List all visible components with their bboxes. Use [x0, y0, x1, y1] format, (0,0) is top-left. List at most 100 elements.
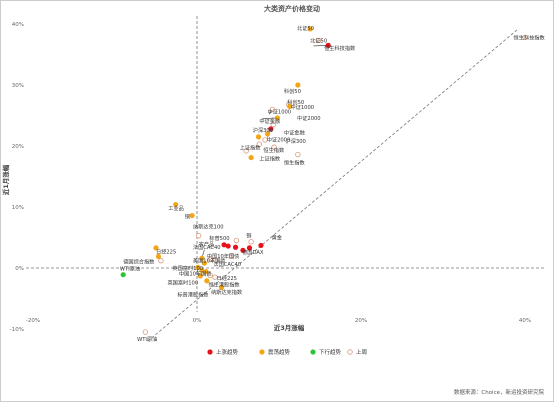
legend-marker-swing	[259, 349, 265, 355]
data-point-other	[212, 274, 218, 280]
tick-labels: -10% 0% 10% 20% 30% 40% -20% 0% 20% 40%	[10, 22, 531, 333]
data-point-down	[120, 272, 126, 278]
point-label: 铜	[185, 213, 190, 221]
data-point-other	[213, 257, 219, 263]
point-label: 纳斯达克100	[193, 222, 224, 230]
point-label: 北证50	[310, 36, 327, 44]
data-point-swing	[219, 284, 225, 291]
x-axis-label: 近3月涨幅	[274, 323, 305, 332]
legend-marker-down	[310, 349, 316, 355]
point-label: 黄金	[272, 233, 283, 241]
point-label: 德国DAX	[242, 248, 264, 256]
data-point-up	[268, 126, 274, 132]
point-label: 北证50	[297, 24, 314, 32]
data-point-up	[232, 244, 239, 250]
point-label: 中证1000	[290, 103, 314, 111]
y-axis-label: 近1月涨幅	[1, 164, 10, 195]
data-point-swing	[248, 154, 254, 161]
legend-marker-other	[347, 349, 353, 355]
data-point-swing	[197, 273, 203, 279]
legend-label-other: 上周	[356, 348, 367, 356]
data-point-other	[158, 257, 164, 264]
point-label: 纳斯达克指数	[211, 288, 243, 296]
x-tick-label: -20%	[26, 318, 40, 324]
data-point-swing	[155, 253, 162, 260]
data-point-other	[270, 121, 276, 128]
data-point-swing	[173, 201, 179, 208]
point-label: 日经225	[156, 247, 176, 255]
point-label: 标普港股指数	[177, 291, 209, 299]
point-label: 美国10年国债	[193, 257, 226, 265]
point-label: 中证金融	[284, 128, 305, 136]
point-label: 标普500	[209, 234, 229, 242]
data-point-other	[269, 106, 276, 113]
point-label: 恒生指数	[263, 146, 285, 154]
data-point-up	[325, 42, 331, 48]
diagonal-reference-line	[147, 29, 518, 342]
point-label: 恒生指数	[284, 158, 306, 166]
y-tick-label: 10%	[12, 205, 24, 211]
data-point-swing	[204, 278, 210, 284]
data-point-other	[195, 232, 202, 239]
point-label: 农产品	[199, 240, 215, 248]
data-point-other	[271, 144, 277, 150]
x-tick-label: 0%	[193, 318, 202, 324]
point-label: 科创50	[284, 87, 301, 95]
data-point-up	[221, 242, 227, 248]
data-point-other	[228, 253, 235, 259]
point-label: 法国CAC40	[193, 243, 221, 251]
data-source: 数据来源：Choice，新运投资研究院	[454, 388, 545, 396]
y-tick-label: 20%	[12, 144, 24, 150]
axis-lines	[26, 16, 545, 342]
legend-label-down: 下行趋势	[319, 348, 342, 356]
y-tick-label: 30%	[12, 83, 24, 89]
point-label: 中证2000	[267, 136, 291, 144]
data-point-other	[233, 237, 240, 244]
data-point-other	[522, 34, 528, 41]
data-point-up	[225, 243, 231, 249]
data-point-other	[142, 329, 149, 335]
point-label: 英国富时100	[172, 264, 203, 272]
data-point-swing	[295, 82, 301, 88]
data-point-swing	[274, 115, 280, 121]
data-point-other	[295, 151, 301, 158]
data-point-swing	[199, 255, 205, 261]
point-label: 中国10年国债	[179, 269, 212, 277]
chart-title: 大类资产价格变动	[264, 4, 320, 13]
data-points	[120, 26, 528, 335]
point-label: 日经225	[217, 274, 237, 282]
point-label: 中国10年国债	[207, 252, 240, 260]
point-label: WTI原油	[120, 264, 140, 272]
point-label: 英国富时100	[167, 278, 198, 286]
legend: 上涨趋势 震荡趋势 下行趋势 上周	[207, 348, 367, 356]
y-tick-label: -10%	[10, 327, 24, 333]
data-point-swing	[201, 260, 207, 266]
data-point-swing	[203, 269, 209, 275]
data-point-swing	[307, 26, 313, 32]
point-labels: 北证50北证50恒生科技指数恒生科技指数科创50科创50中证1000中证1000…	[120, 24, 546, 343]
data-point-up	[240, 247, 246, 253]
point-label: 中证金融	[259, 117, 280, 125]
point-label: 科创50	[287, 98, 304, 106]
legend-label-swing: 震荡趋势	[268, 348, 291, 356]
point-label: 上证指数	[240, 144, 262, 152]
data-point-up	[246, 245, 253, 251]
point-label: 铜	[246, 232, 251, 240]
point-label: 中证2000	[297, 114, 321, 122]
data-point-swing	[189, 212, 195, 219]
point-label: 恒生科技指数	[324, 44, 356, 52]
data-point-other	[207, 272, 213, 279]
data-point-swing	[153, 245, 159, 251]
point-label: 恒生科技指数	[514, 33, 546, 41]
data-point-swing	[195, 264, 201, 270]
point-label: 沪深300	[253, 126, 273, 134]
point-label: 中证1000	[268, 108, 292, 116]
point-label: 沪深300	[286, 137, 306, 145]
data-point-other	[248, 239, 254, 245]
data-point-swing	[255, 134, 262, 140]
legend-marker-up	[207, 349, 213, 355]
point-label: 法国CAC40	[213, 260, 241, 268]
point-label: 上证指数	[259, 155, 281, 163]
